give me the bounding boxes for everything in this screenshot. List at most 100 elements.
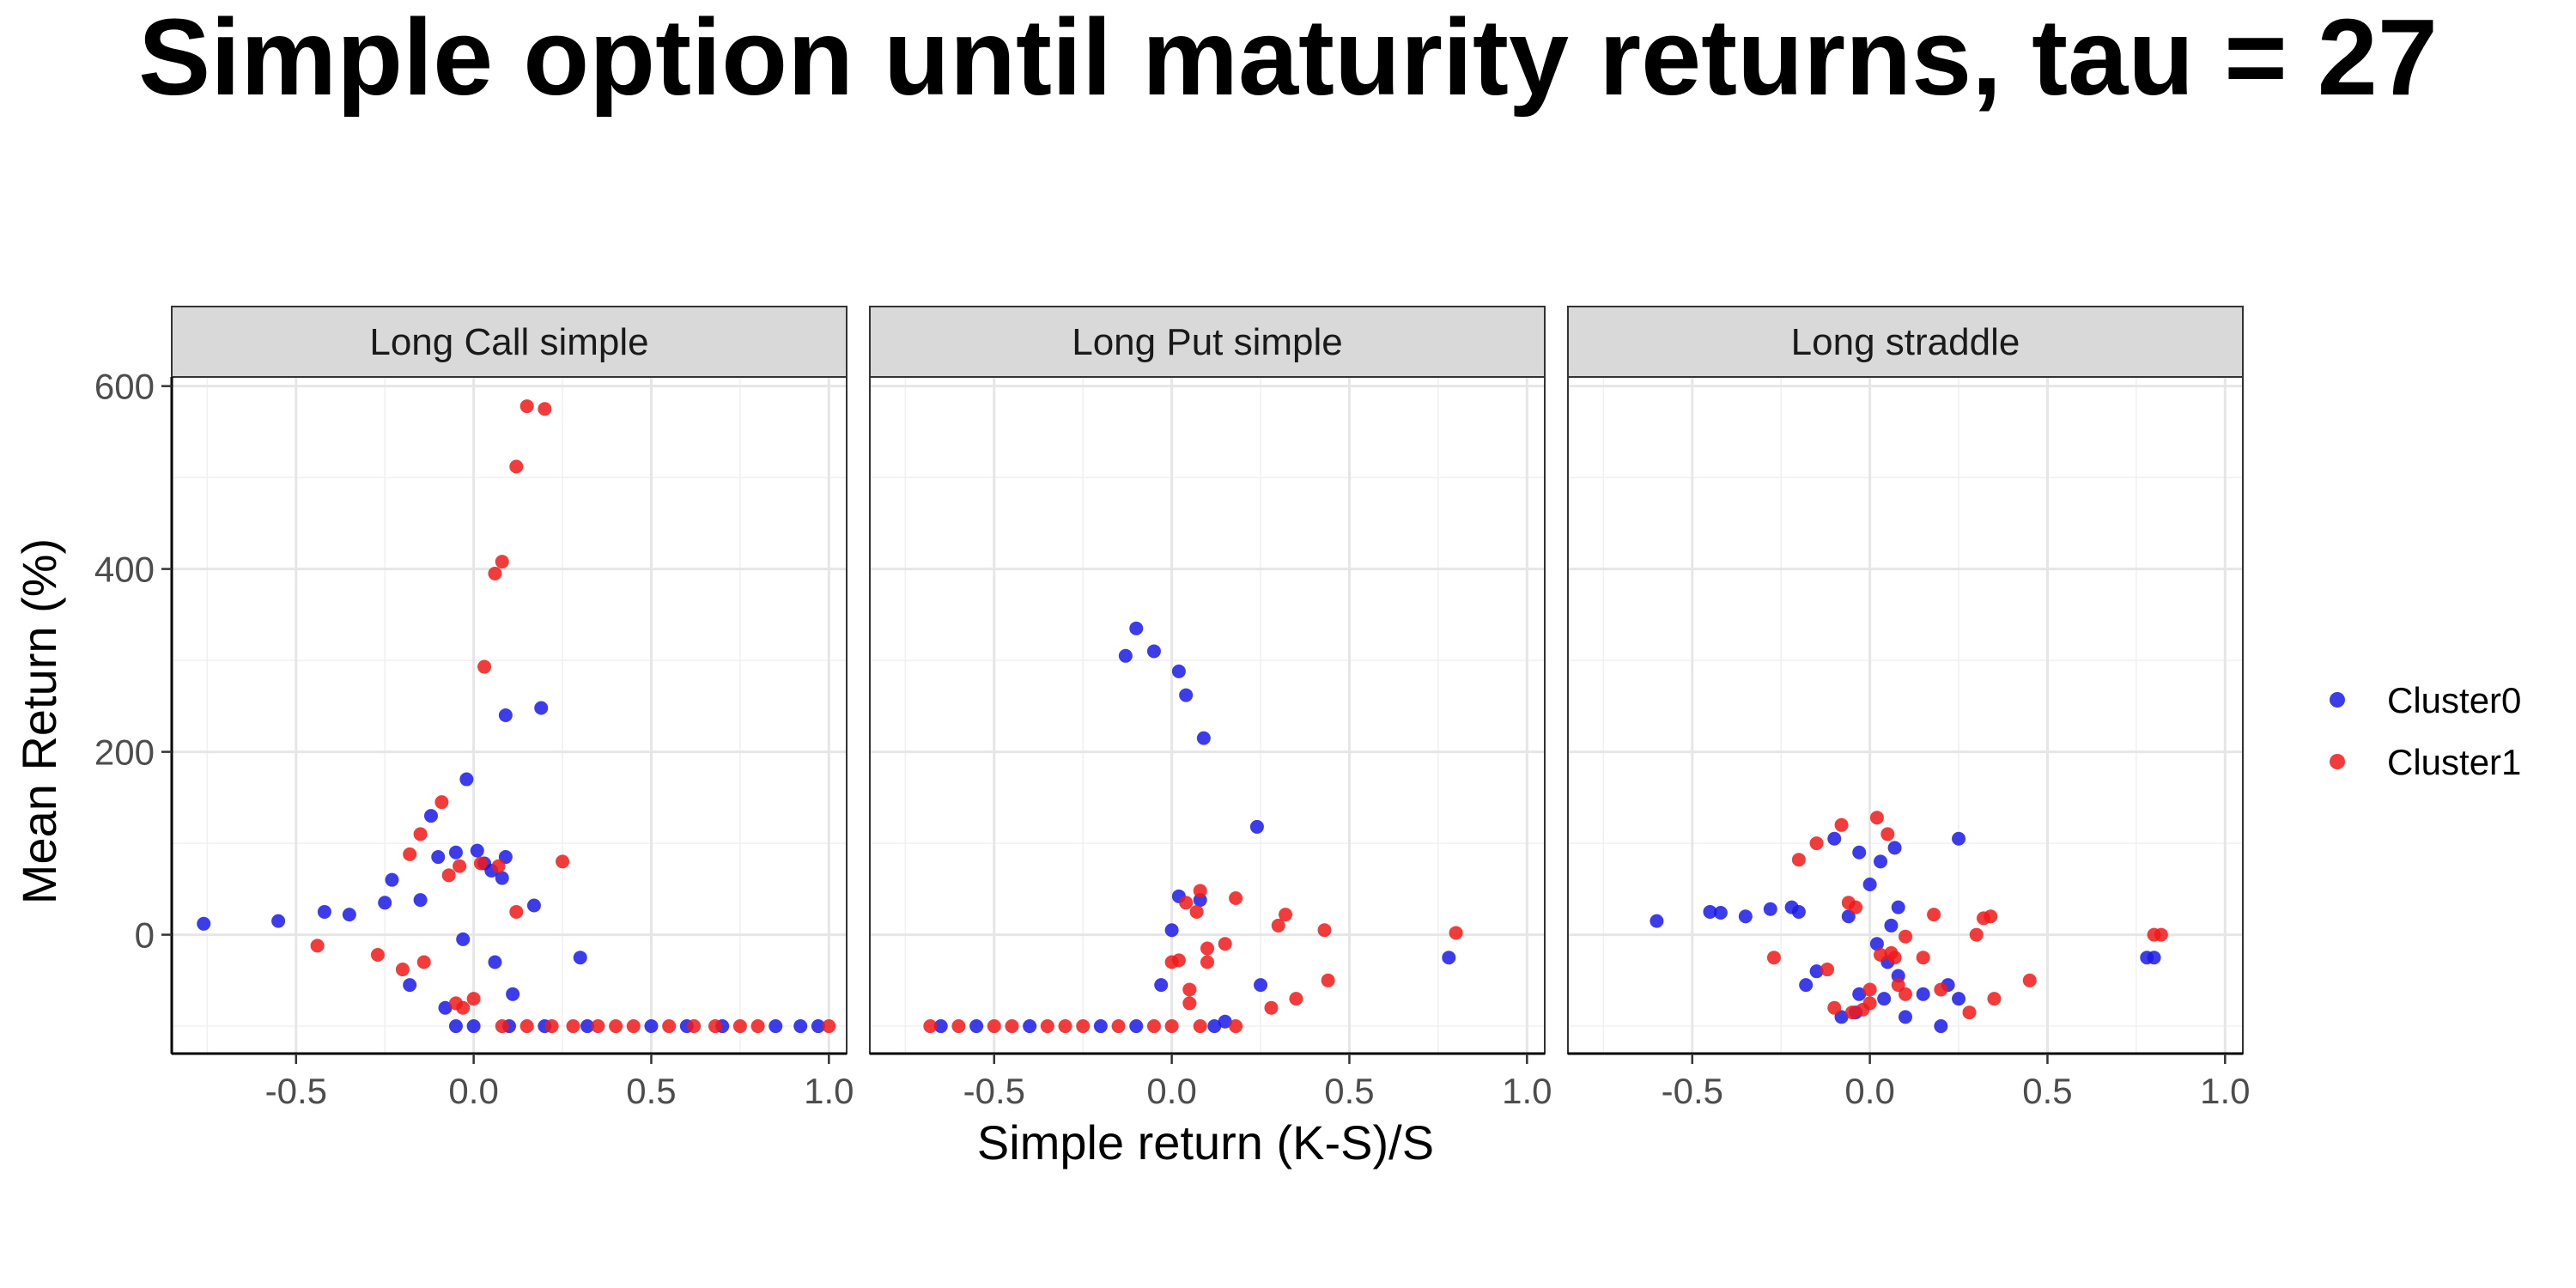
data-point bbox=[431, 850, 446, 865]
data-point bbox=[1899, 929, 1912, 944]
data-point bbox=[1118, 648, 1133, 663]
data-point bbox=[1023, 1019, 1037, 1034]
data-point bbox=[1834, 817, 1849, 832]
data-point bbox=[441, 868, 456, 883]
facet-panel: Long Call simple bbox=[171, 306, 848, 1054]
data-point bbox=[423, 809, 438, 823]
data-point bbox=[1827, 1000, 1842, 1015]
data-point bbox=[413, 827, 428, 841]
data-point bbox=[793, 1019, 808, 1034]
data-point bbox=[1869, 811, 1884, 825]
data-point bbox=[544, 1019, 559, 1034]
data-point bbox=[1969, 927, 1984, 942]
data-point bbox=[951, 1019, 966, 1034]
data-point bbox=[1738, 909, 1753, 924]
data-point bbox=[1249, 819, 1264, 834]
data-point bbox=[1713, 906, 1728, 920]
data-point bbox=[1146, 644, 1161, 659]
data-point bbox=[488, 955, 502, 969]
data-point bbox=[1766, 951, 1781, 965]
data-point bbox=[969, 1019, 984, 1034]
data-point bbox=[403, 847, 417, 861]
data-point bbox=[1040, 1019, 1054, 1034]
data-point bbox=[1229, 890, 1243, 905]
data-point bbox=[466, 992, 481, 1006]
data-point bbox=[378, 896, 392, 910]
data-point bbox=[644, 1019, 659, 1034]
data-point bbox=[2147, 951, 2161, 965]
data-point bbox=[1899, 1010, 1912, 1024]
data-point bbox=[1987, 992, 2002, 1006]
data-point bbox=[317, 904, 331, 919]
x-tick-label: -0.5 bbox=[963, 1071, 1025, 1111]
data-point bbox=[1952, 831, 1966, 846]
x-tick-label: -0.5 bbox=[265, 1071, 327, 1111]
data-point bbox=[1874, 854, 1888, 869]
data-point bbox=[1891, 900, 1905, 914]
data-point bbox=[495, 871, 509, 885]
data-point bbox=[1934, 982, 1948, 997]
legend-key bbox=[2330, 692, 2345, 708]
data-point bbox=[1809, 836, 1824, 851]
data-point bbox=[1182, 996, 1197, 1011]
legend-item: Cluster0 bbox=[2330, 680, 2521, 720]
data-point bbox=[438, 1000, 453, 1015]
data-point bbox=[1005, 1019, 1019, 1034]
data-point bbox=[1111, 1019, 1126, 1034]
data-point bbox=[2022, 973, 2037, 987]
data-point bbox=[1799, 978, 1814, 993]
data-point bbox=[448, 845, 463, 860]
data-point bbox=[434, 795, 449, 810]
y-tick-label: 0 bbox=[135, 915, 155, 956]
data-point bbox=[1442, 951, 1456, 965]
data-point bbox=[1869, 937, 1884, 951]
data-point bbox=[1849, 900, 1863, 914]
data-point bbox=[538, 402, 552, 416]
x-tick-label: 0.0 bbox=[1844, 1071, 1894, 1111]
series-cluster0 bbox=[933, 621, 1456, 1034]
data-point bbox=[1916, 951, 1930, 965]
legend-item: Cluster1 bbox=[2330, 742, 2521, 782]
data-point bbox=[708, 1019, 722, 1034]
data-point bbox=[1874, 947, 1888, 962]
data-point bbox=[609, 1019, 623, 1034]
data-point bbox=[491, 859, 506, 873]
data-point bbox=[626, 1019, 641, 1034]
data-point bbox=[732, 1019, 747, 1034]
data-point bbox=[1254, 978, 1268, 993]
data-point bbox=[1809, 964, 1824, 979]
data-point bbox=[403, 978, 417, 993]
data-point bbox=[811, 1019, 825, 1034]
data-point bbox=[1791, 904, 1806, 919]
data-point bbox=[495, 555, 509, 569]
data-point bbox=[1934, 1019, 1948, 1034]
data-point bbox=[1164, 923, 1179, 938]
data-point bbox=[1200, 941, 1214, 956]
facet-panel: Long Put simple bbox=[869, 306, 1546, 1054]
data-point bbox=[1229, 1019, 1243, 1034]
data-point bbox=[1196, 731, 1211, 745]
data-point bbox=[1820, 963, 1834, 977]
data-point bbox=[1887, 841, 1902, 855]
data-point bbox=[1154, 978, 1169, 993]
data-point bbox=[1887, 951, 1902, 965]
data-point bbox=[342, 908, 356, 922]
data-point bbox=[1862, 878, 1877, 891]
x-axes: -0.5 0.0 0.5 1.0 -0.5 0.0 0.5 1.0 -0.5 0.0 0.5 1.0 bbox=[172, 1052, 2251, 1111]
data-point bbox=[1129, 1019, 1144, 1034]
data-point bbox=[395, 963, 410, 977]
data-point bbox=[1962, 1005, 1977, 1020]
x-tick-label: -0.5 bbox=[1662, 1071, 1723, 1111]
data-point bbox=[1193, 1019, 1207, 1034]
data-point bbox=[448, 1019, 463, 1034]
data-point bbox=[1289, 992, 1303, 1006]
data-point bbox=[1129, 621, 1144, 635]
data-point bbox=[1852, 845, 1867, 860]
plot-area bbox=[1568, 377, 2243, 1054]
x-tick-label: 1.0 bbox=[2200, 1071, 2250, 1111]
data-point bbox=[1927, 908, 1941, 922]
data-point bbox=[1207, 1019, 1222, 1034]
data-point bbox=[2154, 927, 2168, 942]
series-cluster1 bbox=[923, 884, 1463, 1034]
